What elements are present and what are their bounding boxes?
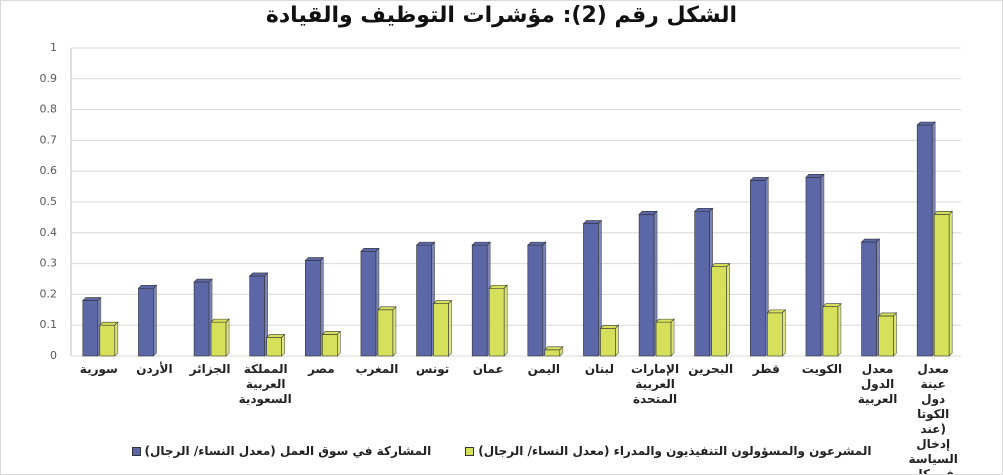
x-tick-label: سورية bbox=[79, 362, 118, 376]
bar bbox=[861, 241, 877, 357]
bar-side bbox=[337, 330, 341, 357]
x-tick-label: مصر bbox=[307, 362, 335, 376]
bar bbox=[638, 214, 655, 357]
legend-label: المشرعون والمسؤولون التنفيذيون والمدراء … bbox=[478, 444, 872, 458]
bar-side bbox=[281, 333, 285, 357]
x-tick-label: لبنان bbox=[584, 362, 614, 376]
bar bbox=[99, 324, 116, 357]
bar-side bbox=[114, 321, 119, 357]
bar bbox=[600, 327, 616, 357]
bar bbox=[878, 315, 894, 357]
x-tick-label: معدل عينة دول الكوتا (عند إدخال السياسة … bbox=[908, 362, 958, 475]
bar bbox=[377, 309, 394, 357]
bar bbox=[82, 300, 99, 357]
legend-swatch bbox=[465, 446, 475, 456]
y-tick-label: 0.1 bbox=[40, 318, 58, 331]
bar-side bbox=[542, 241, 547, 357]
bar bbox=[360, 250, 377, 357]
bar-side bbox=[225, 318, 230, 357]
y-tick-label: 0 bbox=[50, 349, 57, 362]
bar-side bbox=[670, 318, 675, 357]
bar bbox=[266, 337, 282, 357]
bar bbox=[138, 287, 154, 357]
y-tick-label: 0.7 bbox=[40, 133, 58, 146]
bar bbox=[805, 177, 822, 357]
bar-side bbox=[559, 346, 564, 357]
legend: المشاركة في سوق العمل (معدل النساء/ الرج… bbox=[1, 444, 1002, 458]
bar-side bbox=[615, 324, 619, 357]
bar bbox=[249, 275, 265, 357]
bar bbox=[488, 287, 505, 357]
bar bbox=[527, 244, 544, 357]
y-tick-label: 0.4 bbox=[40, 226, 58, 239]
bar-side bbox=[893, 312, 897, 357]
bar-side bbox=[392, 306, 397, 357]
y-tick-label: 0.6 bbox=[40, 164, 58, 177]
bar-side bbox=[948, 210, 953, 357]
x-tick-label: اليمن bbox=[527, 362, 560, 376]
bar-side bbox=[153, 284, 157, 357]
x-tick-label: تونس bbox=[415, 362, 450, 376]
x-tick-label: المغرب bbox=[355, 362, 399, 376]
x-tick-label: المملكة العربية السعودية bbox=[238, 362, 292, 406]
bar bbox=[933, 214, 950, 357]
x-tick-label: قطر bbox=[752, 362, 780, 376]
y-tick-label: 1 bbox=[50, 41, 57, 54]
bar-side bbox=[726, 262, 730, 357]
x-tick-label: الجزائر bbox=[189, 362, 231, 376]
bar bbox=[750, 180, 766, 357]
y-tick-label: 0.3 bbox=[40, 257, 58, 270]
x-tick-label: معدل الدول العربية bbox=[857, 362, 898, 406]
bar bbox=[210, 321, 227, 357]
bar-side bbox=[503, 284, 508, 357]
x-tick-label: الإمارات العربية المتحدة bbox=[631, 362, 680, 406]
bar bbox=[583, 223, 599, 357]
bar bbox=[822, 306, 839, 357]
legend-swatch bbox=[131, 446, 141, 456]
legend-label: المشاركة في سوق العمل (معدل النساء/ الرج… bbox=[144, 444, 432, 458]
bar bbox=[544, 349, 561, 357]
bar bbox=[416, 244, 432, 357]
y-tick-label: 0.5 bbox=[40, 195, 58, 208]
bar-side bbox=[837, 302, 842, 357]
bar bbox=[433, 303, 449, 357]
y-tick-label: 0.8 bbox=[40, 103, 58, 116]
bar bbox=[711, 266, 727, 357]
bar bbox=[193, 281, 210, 357]
x-tick-label: البحرين bbox=[688, 362, 734, 376]
y-tick-label: 0.9 bbox=[40, 72, 58, 85]
x-tick-label: الكويت bbox=[801, 362, 843, 376]
chart-title: الشكل رقم (2): مؤشرات التوظيف والقيادة bbox=[265, 3, 738, 28]
y-tick-label: 0.2 bbox=[40, 287, 58, 300]
bar-side bbox=[782, 309, 786, 357]
bar bbox=[305, 260, 321, 357]
bar-side bbox=[448, 299, 452, 357]
x-tick-label: عمان bbox=[472, 362, 504, 376]
x-tick-label: الأردن bbox=[136, 362, 173, 376]
bar bbox=[767, 312, 783, 357]
bar bbox=[916, 124, 933, 357]
legend-item: المشاركة في سوق العمل (معدل النساء/ الرج… bbox=[131, 444, 432, 458]
bar bbox=[322, 334, 338, 357]
bar bbox=[694, 210, 710, 357]
legend-item: المشرعون والمسؤولون التنفيذيون والمدراء … bbox=[465, 444, 871, 458]
bar bbox=[655, 321, 672, 357]
bar bbox=[471, 244, 488, 357]
